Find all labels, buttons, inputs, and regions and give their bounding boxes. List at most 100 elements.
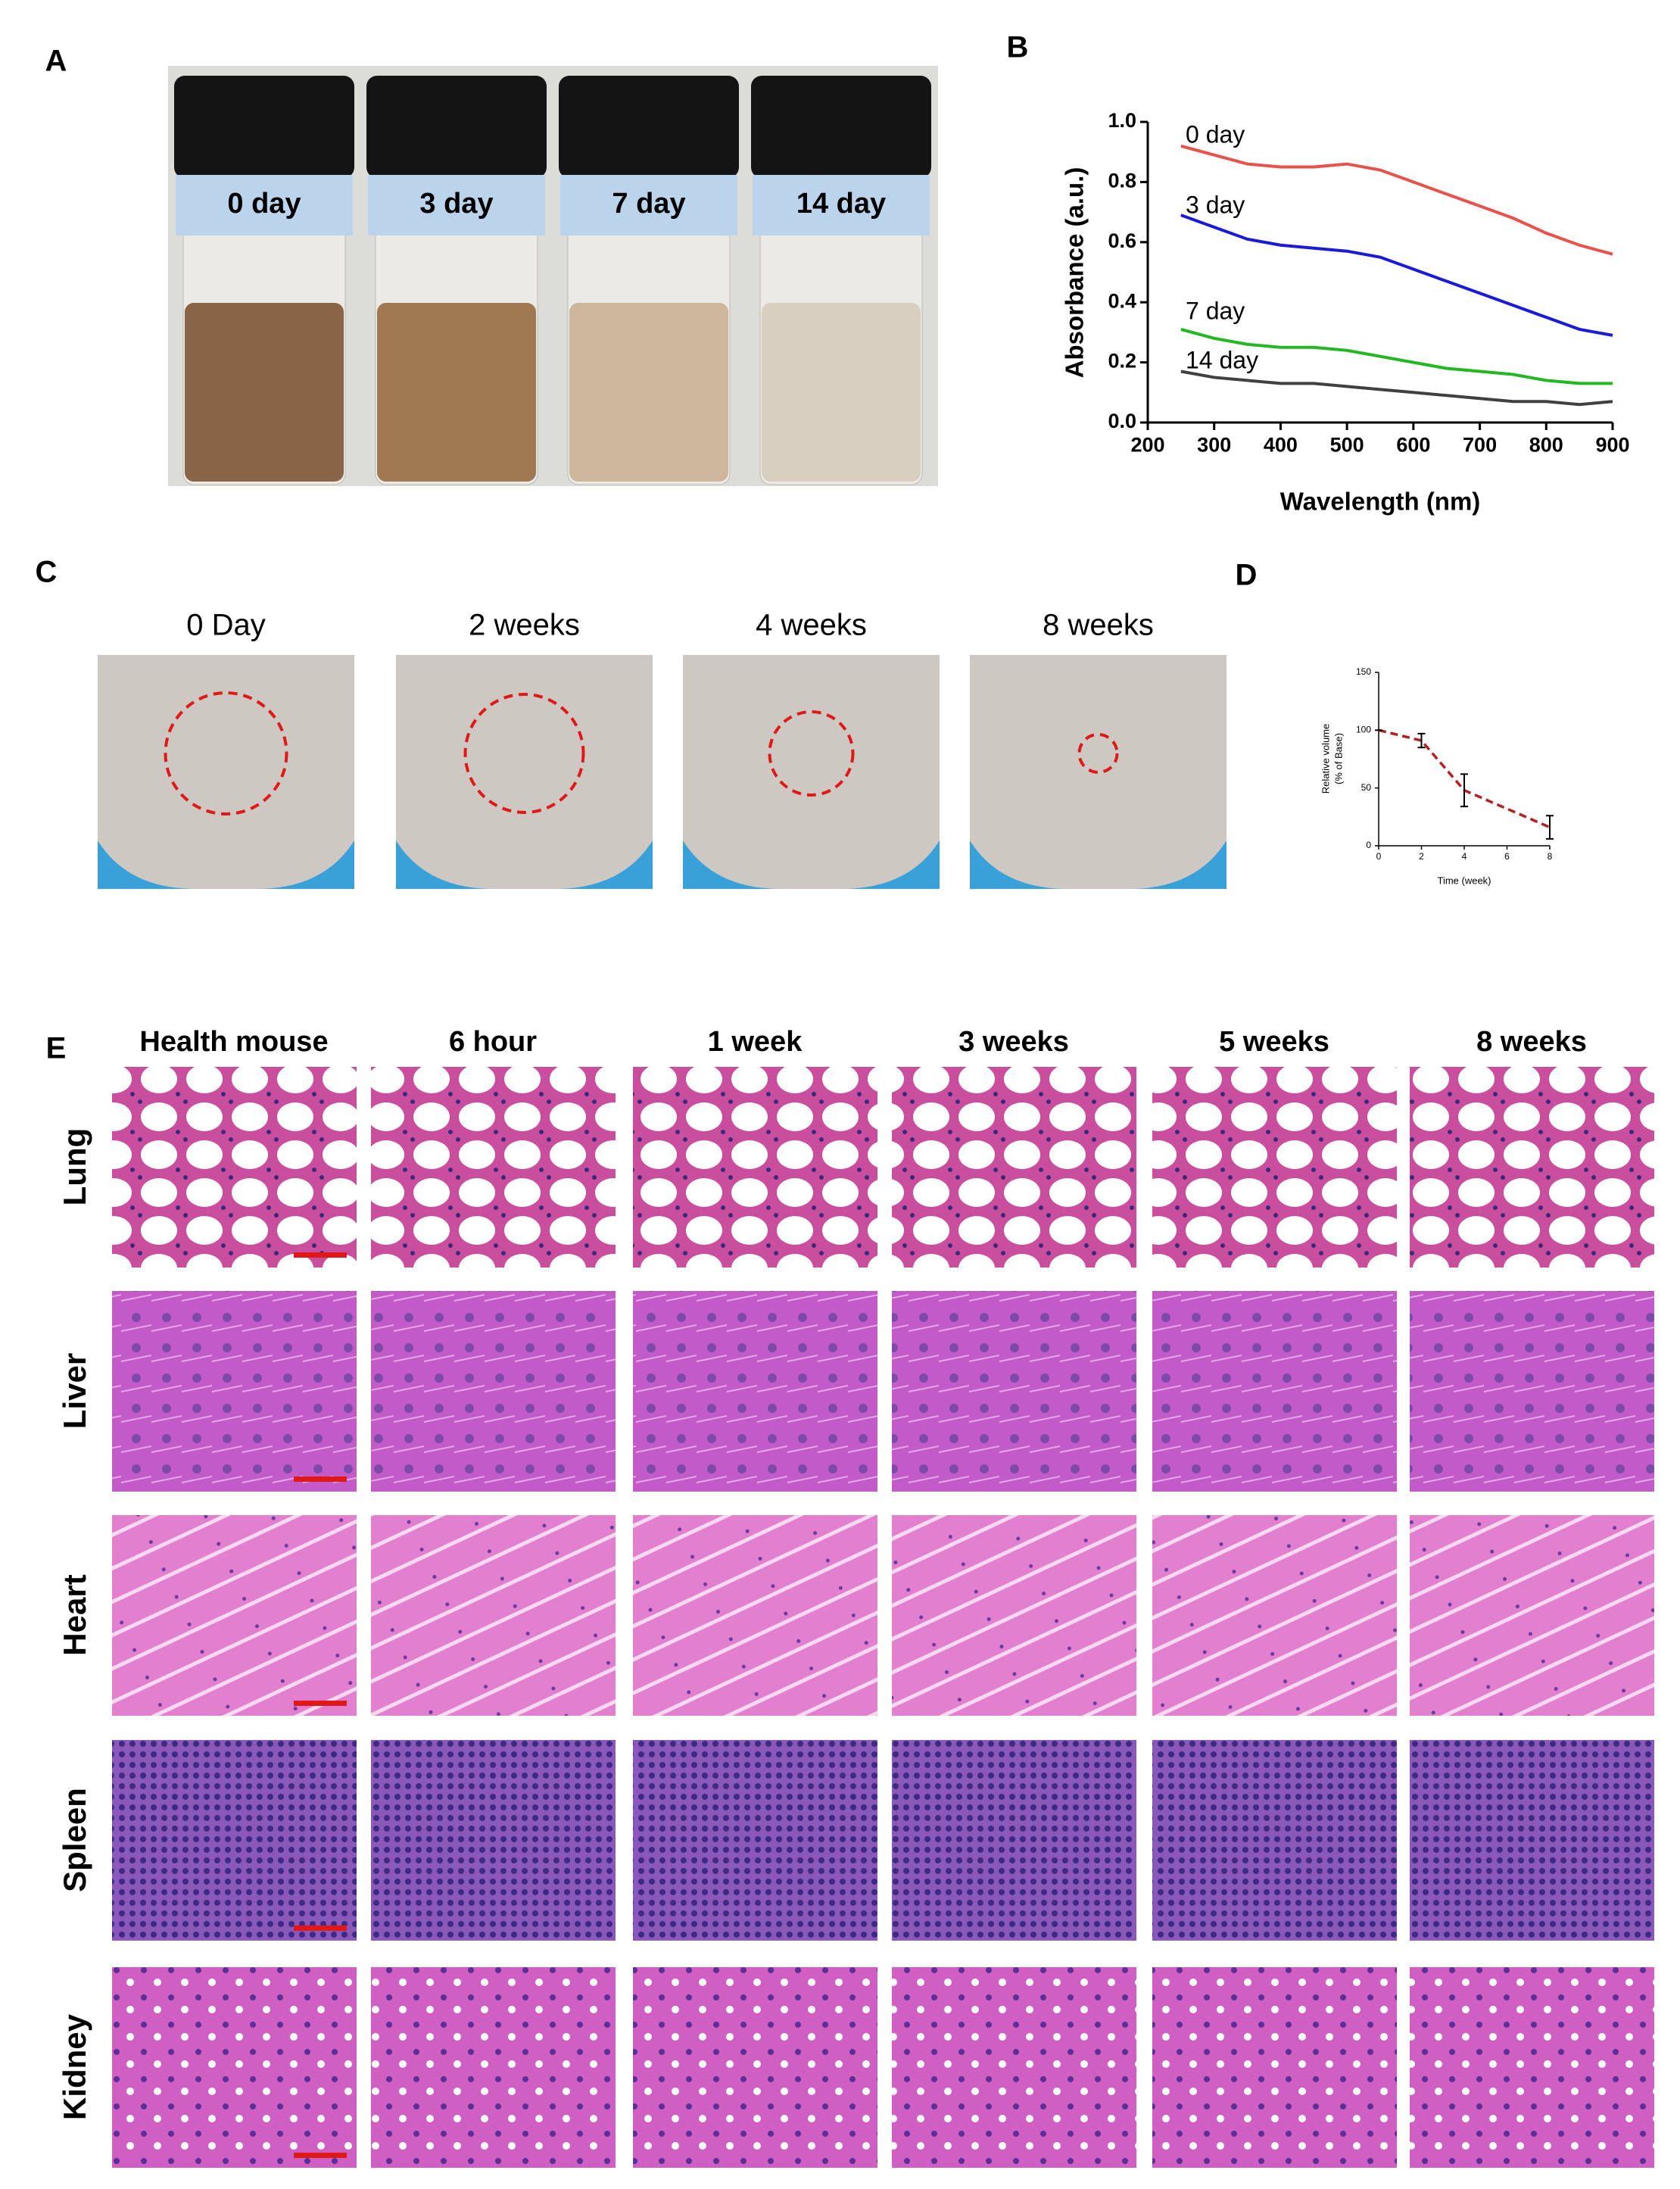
- histology-image: [1152, 1967, 1397, 2168]
- y-tick-label: 0.8: [1108, 170, 1136, 192]
- vial-liquid: [377, 303, 536, 482]
- x-tick-label: 700: [1463, 434, 1497, 457]
- y-tick-label: 0.6: [1108, 229, 1136, 252]
- column-header: Health mouse: [139, 1026, 328, 1058]
- vial-label-box: [753, 175, 930, 235]
- histology-image: [633, 1291, 877, 1492]
- y-axis-label: Absorbance (a.u.): [1061, 167, 1089, 379]
- error-bar: [1546, 815, 1554, 840]
- series-line: [1180, 214, 1613, 337]
- x-tick-label: 200: [1130, 434, 1164, 457]
- content: A B C D E 0 day 3 day 7 day 14 day 0 Day 2 weeks 4 …: [36, 31, 1654, 2168]
- x-tick-label: 8: [1548, 851, 1553, 862]
- column-header: 6 hour: [449, 1026, 537, 1058]
- x-tick-label: 600: [1396, 434, 1430, 457]
- mouse-body: [970, 655, 1226, 889]
- series-line: [1180, 370, 1613, 407]
- panel-label: C: [36, 556, 58, 589]
- histology-image: [1152, 1515, 1397, 1716]
- column-header: 5 weeks: [1219, 1026, 1329, 1058]
- photo-label: 4 weeks: [756, 609, 867, 642]
- mouse-body: [98, 655, 354, 889]
- y-tick-label: 1.0: [1108, 109, 1136, 132]
- vial-liquid: [569, 303, 728, 482]
- histology-image: [112, 1067, 357, 1268]
- histology-image: [633, 1515, 877, 1716]
- panel-label: E: [46, 1032, 67, 1065]
- histology-image: [371, 1740, 616, 1941]
- histology-image: [1410, 1067, 1654, 1268]
- y-tick-label: 150: [1356, 666, 1371, 677]
- x-tick-label: 900: [1595, 434, 1629, 457]
- series-line: [1180, 327, 1613, 385]
- x-tick-label: 800: [1529, 434, 1563, 457]
- x-tick-label: 300: [1197, 434, 1231, 457]
- histology-image: [1410, 1967, 1654, 2168]
- vial-label-box: [368, 175, 545, 235]
- histology-image: [112, 1291, 357, 1492]
- x-tick-label: 4: [1462, 851, 1467, 862]
- x-tick-label: 2: [1419, 851, 1424, 862]
- x-tick-label: 6: [1504, 851, 1510, 862]
- vial-label: 14 day: [796, 188, 886, 220]
- y-axis-label: Relative volume: [1320, 724, 1331, 794]
- histology-image: [371, 1515, 616, 1716]
- series-label: 3 day: [1186, 191, 1245, 218]
- tumor-outline: [463, 693, 585, 814]
- x-tick-label: 400: [1264, 434, 1298, 457]
- mouse-body: [396, 655, 653, 889]
- scale-bar: [294, 1252, 347, 1258]
- error-bar: [1460, 773, 1468, 808]
- y-tick-label: 0: [1366, 840, 1371, 850]
- panel-label: B: [1007, 31, 1029, 64]
- scale-bar: [294, 1926, 347, 1931]
- y-tick-label: 50: [1361, 782, 1372, 793]
- photo-label: 2 weeks: [469, 609, 580, 642]
- mouse-body: [683, 655, 940, 889]
- vial-cap: [751, 76, 931, 178]
- tumor-outline: [1077, 733, 1119, 774]
- x-tick-label: 0: [1376, 851, 1382, 862]
- row-label: Lung: [57, 1128, 92, 1206]
- series-label: 7 day: [1186, 297, 1245, 324]
- column-header: 3 weeks: [958, 1026, 1069, 1058]
- y-tick-label: 0.4: [1108, 289, 1136, 312]
- histology-image: [1410, 1740, 1654, 1941]
- photo-label: 0 Day: [186, 609, 266, 642]
- vial-cap: [559, 76, 739, 178]
- histology-image: [633, 1967, 877, 2168]
- histology-image: [112, 1967, 357, 2168]
- row-label: Spleen: [57, 1788, 92, 1892]
- y-tick-label: 100: [1356, 725, 1371, 735]
- tumor-outline: [164, 691, 288, 815]
- vial-label-box: [560, 175, 737, 235]
- vial-label: 7 day: [612, 188, 685, 220]
- histology-image: [1410, 1515, 1654, 1716]
- vial-liquid: [185, 303, 344, 482]
- vial-cap: [366, 76, 547, 178]
- x-axis-label: Wavelength (nm): [1280, 488, 1481, 516]
- row-label: Liver: [57, 1353, 92, 1429]
- x-tick-label: 500: [1330, 434, 1364, 457]
- tumor-outline: [768, 710, 855, 797]
- vial-label: 3 day: [419, 188, 493, 220]
- y-axis-label: (% of Base): [1332, 733, 1344, 784]
- scale-bar: [294, 1701, 347, 1706]
- series-label: 0 day: [1186, 120, 1245, 148]
- histology-image: [892, 1291, 1136, 1492]
- vial-label-box: [176, 175, 353, 235]
- histology-image: [892, 1967, 1136, 2168]
- panel-label: A: [45, 45, 67, 78]
- histology-image: [112, 1515, 357, 1716]
- histology-image: [892, 1515, 1136, 1716]
- histology-image: [371, 1067, 616, 1268]
- column-header: 8 weeks: [1476, 1026, 1587, 1058]
- vial-liquid: [762, 303, 921, 482]
- x-axis-label: Time (week): [1437, 875, 1491, 886]
- histology-image: [112, 1740, 357, 1941]
- histology-image: [1152, 1291, 1397, 1492]
- histology-image: [892, 1067, 1136, 1268]
- histology-image: [633, 1740, 877, 1941]
- scale-bar: [294, 2153, 347, 2158]
